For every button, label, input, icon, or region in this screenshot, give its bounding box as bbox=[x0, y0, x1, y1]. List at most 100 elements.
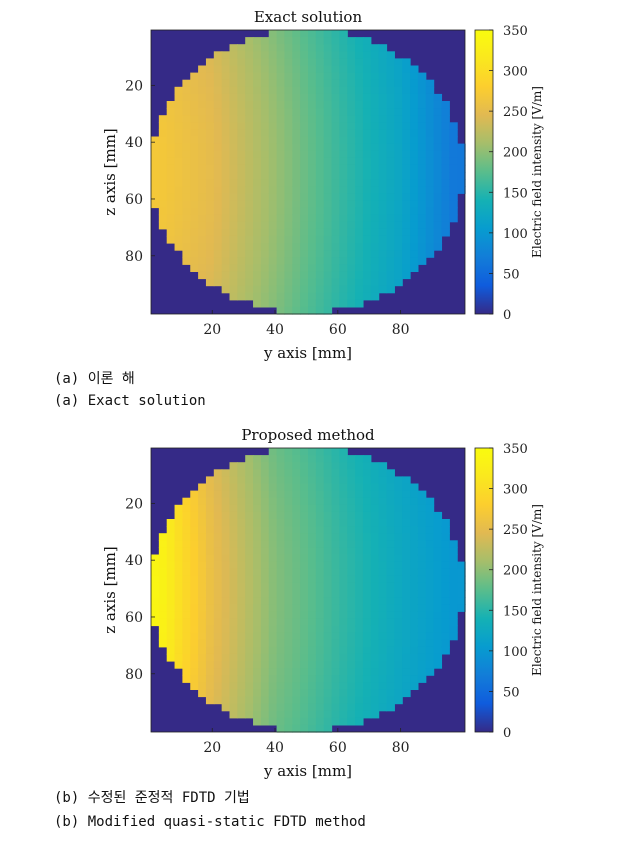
heatmap-cell bbox=[151, 554, 160, 563]
heatmap-cell bbox=[339, 717, 348, 726]
heatmap-cell bbox=[245, 150, 254, 159]
heatmap-cell bbox=[245, 689, 254, 698]
heatmap-cell bbox=[292, 250, 301, 258]
heatmap-cell bbox=[355, 590, 364, 598]
heatmap-cell bbox=[394, 568, 403, 577]
heatmap-cell bbox=[441, 136, 450, 145]
heatmap-cell bbox=[237, 200, 246, 209]
heatmap-cell bbox=[417, 653, 427, 662]
heatmap-cell bbox=[394, 278, 403, 287]
heatmap-cell bbox=[362, 235, 372, 244]
heatmap-cell bbox=[205, 101, 215, 109]
heatmap-cell bbox=[300, 285, 309, 294]
heatmap-cell bbox=[253, 604, 262, 612]
heatmap-cell bbox=[166, 639, 176, 648]
heatmap-cell bbox=[323, 108, 333, 116]
heatmap-cell bbox=[237, 561, 246, 570]
heatmap-cell bbox=[245, 143, 254, 152]
heatmap-cell bbox=[410, 511, 419, 520]
heatmap-cell bbox=[410, 214, 419, 223]
heatmap-cell bbox=[308, 724, 317, 733]
heatmap-cell bbox=[260, 582, 270, 591]
heatmap-cell bbox=[355, 101, 364, 109]
heatmap-cell bbox=[362, 696, 372, 705]
heatmap-cell bbox=[433, 122, 443, 130]
heatmap-cell bbox=[174, 639, 183, 648]
heatmap-cell bbox=[362, 72, 372, 81]
heatmap-cell bbox=[433, 540, 443, 548]
heatmap-cell bbox=[237, 568, 246, 577]
heatmap-cell bbox=[433, 547, 443, 556]
heatmap-cell bbox=[276, 278, 286, 287]
heatmap-cell bbox=[347, 646, 356, 655]
heatmap-cell bbox=[323, 554, 333, 563]
heatmap-cell bbox=[205, 164, 215, 173]
heatmap-cell bbox=[205, 150, 215, 159]
heatmap-cell bbox=[292, 639, 301, 648]
heatmap-cell bbox=[268, 37, 278, 45]
heatmap-cell bbox=[237, 590, 246, 598]
heatmap-cell bbox=[276, 455, 286, 463]
heatmap-cell bbox=[237, 632, 246, 641]
heatmap-cell bbox=[213, 675, 223, 683]
heatmap-cell bbox=[276, 193, 286, 201]
heatmap-cell bbox=[449, 611, 458, 619]
heatmap-cell bbox=[362, 710, 372, 719]
heatmap-cell bbox=[347, 703, 356, 712]
heatmap-cell bbox=[339, 235, 348, 244]
heatmap-cell bbox=[331, 575, 340, 584]
heatmap-cell bbox=[339, 164, 348, 173]
heatmap-cell bbox=[323, 143, 333, 152]
heatmap-cell bbox=[253, 299, 262, 308]
heatmap-cell bbox=[370, 469, 380, 477]
heatmap-cell bbox=[300, 129, 309, 138]
heatmap-cell bbox=[221, 632, 231, 641]
heatmap-cell bbox=[300, 179, 309, 187]
heatmap-cell bbox=[449, 200, 458, 209]
heatmap-cell bbox=[268, 661, 278, 669]
heatmap-cell bbox=[213, 221, 223, 230]
heatmap-cell bbox=[323, 115, 333, 123]
heatmap-cell bbox=[276, 243, 286, 251]
heatmap-cell bbox=[370, 164, 380, 173]
heatmap-cell bbox=[339, 214, 348, 223]
heatmap-cell bbox=[253, 235, 262, 244]
heatmap-cell bbox=[394, 618, 403, 627]
heatmap-cell bbox=[182, 143, 191, 152]
heatmap-cell bbox=[198, 604, 207, 612]
heatmap-cell bbox=[323, 462, 333, 470]
heatmap-cell bbox=[292, 86, 301, 95]
heatmap-cell bbox=[182, 214, 191, 223]
heatmap-cell bbox=[402, 79, 411, 88]
heatmap-cell bbox=[417, 526, 427, 534]
heatmap-cell bbox=[276, 590, 286, 598]
heatmap-cell bbox=[433, 207, 443, 216]
heatmap-cell bbox=[331, 646, 340, 655]
heatmap-cell bbox=[237, 689, 246, 698]
heatmap-cell bbox=[213, 93, 223, 102]
heatmap-cell bbox=[213, 65, 223, 74]
heatmap-cell bbox=[174, 568, 183, 577]
heatmap-cell bbox=[292, 611, 301, 619]
heatmap-cell bbox=[300, 597, 309, 605]
heatmap-cell bbox=[402, 526, 411, 534]
heatmap-cell bbox=[323, 597, 333, 605]
caption-b-english: (b) Modified quasi-static FDTD method bbox=[54, 814, 366, 830]
heatmap-cell bbox=[433, 533, 443, 541]
heatmap-cell bbox=[441, 618, 450, 627]
heatmap-cell bbox=[378, 186, 388, 194]
heatmap-cell bbox=[386, 72, 395, 81]
heatmap-cell bbox=[174, 157, 183, 166]
x-tick-label: 60 bbox=[329, 740, 347, 756]
heatmap-cell bbox=[205, 483, 215, 492]
heatmap-cell bbox=[190, 108, 199, 116]
heatmap-cell bbox=[308, 675, 317, 683]
heatmap-cell bbox=[229, 497, 238, 506]
heatmap-cell bbox=[229, 86, 238, 95]
heatmap-cell bbox=[410, 590, 419, 598]
heatmap-cell bbox=[410, 221, 419, 230]
heatmap-cell bbox=[378, 653, 388, 662]
heatmap-cell bbox=[386, 703, 395, 712]
heatmap-cell bbox=[323, 150, 333, 159]
heatmap-cell bbox=[158, 172, 168, 180]
